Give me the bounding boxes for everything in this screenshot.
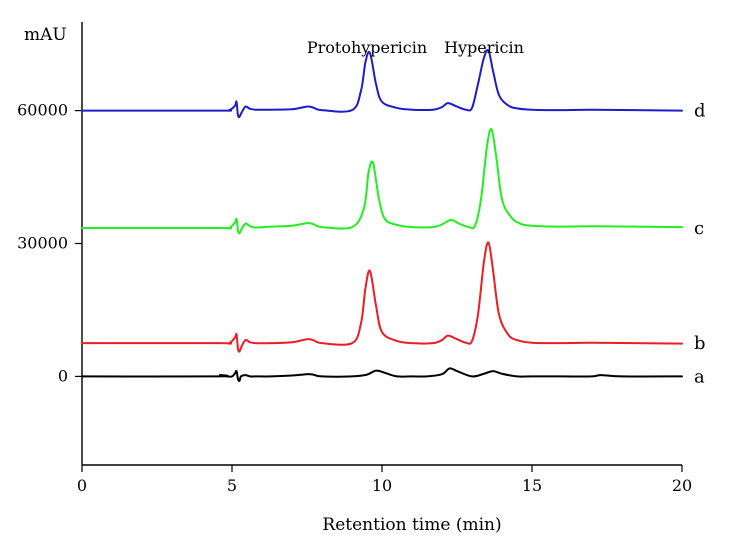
series-line-d [81,49,683,119]
series-line-a [81,367,683,382]
x-axis-label: Retention time (min) [322,515,501,535]
x-tick-label: 0 [77,476,87,495]
labels: 0 5 10 15 20 0 30000 60000 ab c d Protohypericin Hyp… [17,38,705,495]
y-tick-label: 60000 [17,101,68,120]
x-tick-label: 5 [227,476,237,495]
series-group [81,49,683,382]
axes [81,22,682,466]
y-tick-label: 30000 [17,234,68,253]
y-tick-label: 0 [58,366,68,385]
peak-annotation-0: Protohypericin [307,38,427,57]
peak-annotation-1: Hypericin [444,38,524,57]
series-line-b [81,241,683,353]
x-tick-label: 15 [522,476,542,495]
series-label-c: c [694,218,704,239]
x-tick-label: 10 [372,476,392,495]
series-line-c [81,128,683,235]
series-label-b: b [694,333,706,354]
tick-marks [75,109,683,472]
x-tick-label: 20 [672,476,692,495]
series-label-a: a [694,366,705,387]
y-axis-label: mAU [24,25,67,45]
series-label-d: d [694,101,706,122]
